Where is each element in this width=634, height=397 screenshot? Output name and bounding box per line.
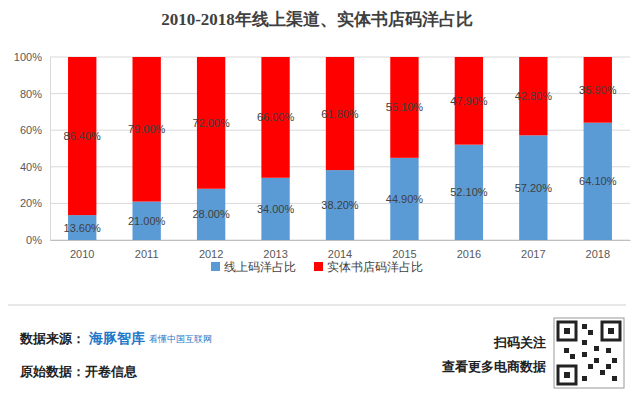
data-label: 55.10% (386, 101, 424, 113)
qr-cell (564, 348, 569, 353)
x-tick: 2014 (328, 240, 352, 260)
x-tick-label: 2016 (457, 248, 481, 260)
y-tick: 100% (14, 51, 50, 63)
x-axis: 2010 2011 2012 2013 2014 2015 2016 2017 2018 (51, 240, 631, 260)
qr-cell (582, 376, 587, 381)
data-label: 64.10% (579, 175, 617, 187)
y-axis-line (50, 58, 51, 241)
data-label: 34.00% (257, 203, 295, 215)
qr-frame (554, 318, 624, 388)
x-axis-line (51, 240, 631, 241)
x-tick-label: 2013 (263, 248, 287, 260)
y-tick: 80% (20, 88, 50, 100)
legend-label: 线上码洋占比 (224, 260, 296, 274)
x-tick: 2012 (199, 240, 223, 260)
data-label: 72.00% (192, 117, 230, 129)
qr-cell (600, 370, 605, 375)
qr-finder (558, 366, 576, 384)
qr-cell (594, 358, 599, 363)
qr-caption: 扫码关注 (493, 335, 546, 350)
chart-root: 2010-2018年线上渠道、实体书店码洋占比 0% 20% 40% 60% 80% 100… (0, 0, 634, 397)
y-tick: 60% (20, 124, 50, 136)
x-tick-label: 2011 (135, 248, 159, 260)
qr-cell (612, 358, 617, 363)
y-tick-label: 40% (20, 161, 42, 173)
data-label: 57.20% (515, 182, 553, 194)
qr-cell (606, 348, 611, 353)
data-label: 86.40% (64, 130, 102, 142)
data-label: 42.80% (515, 90, 553, 102)
qr-finder (602, 322, 620, 340)
y-tick: 0% (26, 234, 50, 246)
x-tick-label: 2012 (199, 248, 223, 260)
x-tick: 2015 (392, 240, 416, 260)
qr-cell (570, 354, 575, 359)
x-tick: 2011 (135, 240, 159, 260)
grid (50, 57, 630, 240)
y-tick: 20% (20, 197, 50, 209)
qr-cell (582, 340, 587, 345)
data-labels: 13.60% 21.00% 28.00% 34.00% 38.20% 44.90% 52.1… (64, 84, 617, 234)
qr-cell (582, 352, 587, 357)
qr-cell (606, 364, 611, 369)
y-axis: 0% 20% 40% 60% 80% 100% (14, 51, 51, 246)
legend-swatch (211, 262, 220, 271)
x-tick: 2013 (263, 240, 287, 260)
qr-finder-dot (564, 328, 570, 334)
legend-label: 实体书店码洋占比 (327, 260, 423, 274)
data-label: 21.00% (128, 215, 166, 227)
y-tick: 40% (20, 161, 50, 173)
x-tick: 2016 (457, 240, 481, 260)
y-tick-label: 20% (20, 197, 42, 209)
y-tick-label: 80% (20, 88, 42, 100)
qr-cell (582, 324, 587, 329)
source-logo: 海豚智库 (88, 330, 145, 346)
title: 2010-2018年线上渠道、实体书店码洋占比 (161, 10, 473, 29)
legend-swatch (314, 262, 323, 271)
x-tick-label: 2010 (70, 248, 94, 260)
qr-caption: 查看更多电商数据 (441, 359, 546, 374)
data-label: 52.10% (450, 186, 488, 198)
legend-item: 线上码洋占比 (211, 260, 296, 274)
footer-separator (8, 305, 626, 306)
y-tick-label: 60% (20, 124, 42, 136)
x-tick-label: 2015 (392, 248, 416, 260)
qr-cell (594, 346, 599, 351)
data-label: 47.90% (450, 95, 488, 107)
source-label: 数据来源： (19, 331, 85, 346)
x-tick: 2010 (70, 240, 94, 260)
legend-item: 实体书店码洋占比 (314, 260, 423, 274)
qr-cell (612, 376, 617, 381)
qr-cell (588, 330, 593, 335)
qr-finder (558, 322, 576, 340)
x-tick-label: 2014 (328, 248, 352, 260)
data-label: 28.00% (192, 208, 230, 220)
qr-code (554, 318, 624, 388)
data-label: 13.60% (64, 222, 102, 234)
data-label: 61.80% (321, 108, 359, 120)
origin: 原始数据：开卷信息 (19, 364, 138, 379)
source-slogan: 看懂中国互联网 (149, 334, 212, 344)
data-label: 44.90% (386, 193, 424, 205)
y-tick-label: 0% (26, 234, 42, 246)
data-label: 35.90% (579, 84, 617, 96)
qr-finder-dot (608, 328, 614, 334)
qr-cell (588, 364, 593, 369)
x-tick-label: 2017 (521, 248, 545, 260)
bars (68, 57, 612, 240)
qr-finder-dot (564, 372, 570, 378)
data-label: 38.20% (321, 199, 359, 211)
x-tick-label: 2018 (586, 248, 610, 260)
legend: 线上码洋占比 实体书店码洋占比 (211, 260, 423, 274)
x-tick: 2017 (521, 240, 545, 260)
data-label: 66.00% (257, 111, 295, 123)
x-tick: 2018 (586, 240, 610, 260)
data-label: 79.00% (128, 123, 166, 135)
y-tick-label: 100% (14, 51, 42, 63)
